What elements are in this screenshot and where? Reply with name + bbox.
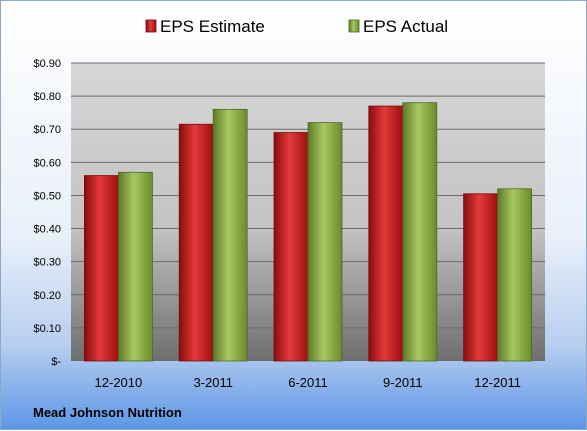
bar-eps-estimate-2 bbox=[273, 132, 309, 362]
bars bbox=[84, 102, 533, 362]
y-tick-label: $0.60 bbox=[33, 157, 61, 169]
legend: EPS Estimate EPS Actual bbox=[145, 17, 448, 36]
x-category-label: 6-2011 bbox=[288, 375, 328, 390]
y-axis-ticks: $- $0.10 $0.20 $0.30 $0.40 $0.50 $0.60 $0.70 $0.… bbox=[33, 58, 61, 368]
y-tick-label: $0.10 bbox=[33, 323, 61, 335]
y-tick-label: $0.20 bbox=[33, 290, 61, 302]
bar-eps-estimate-1 bbox=[178, 123, 214, 362]
x-category-label: 12-2010 bbox=[95, 375, 143, 390]
legend-label: EPS Estimate bbox=[160, 17, 265, 36]
y-tick-label: $0.40 bbox=[33, 224, 61, 236]
bar-eps-estimate-4 bbox=[463, 193, 499, 362]
y-tick-label: $0.90 bbox=[33, 58, 61, 70]
bar-eps-estimate-3 bbox=[368, 105, 404, 362]
bar-eps-actual-3 bbox=[402, 102, 438, 362]
legend-swatch bbox=[348, 19, 360, 33]
y-tick-label: $0.70 bbox=[33, 124, 61, 136]
x-category-label: 12-2011 bbox=[474, 375, 521, 390]
x-category-label: 9-2011 bbox=[383, 375, 423, 390]
x-axis-labels: 12-2010 3-2011 6-2011 9-2011 12-2011 bbox=[95, 375, 521, 390]
bar-eps-actual-4 bbox=[497, 188, 533, 362]
y-tick-label: $0.50 bbox=[33, 190, 61, 202]
legend-label: EPS Actual bbox=[363, 17, 448, 36]
bar-eps-actual-2 bbox=[307, 122, 343, 362]
y-tick-label: $- bbox=[51, 356, 61, 368]
bar-eps-actual-0 bbox=[118, 171, 153, 362]
x-category-label: 3-2011 bbox=[193, 375, 233, 390]
legend-swatch bbox=[145, 19, 157, 33]
company-label: Mead Johnson Nutrition bbox=[33, 405, 182, 420]
y-tick-label: $0.30 bbox=[33, 257, 61, 269]
bar-eps-estimate-0 bbox=[84, 175, 119, 362]
y-tick-label: $0.80 bbox=[33, 91, 61, 103]
bar-eps-actual-1 bbox=[212, 108, 248, 362]
